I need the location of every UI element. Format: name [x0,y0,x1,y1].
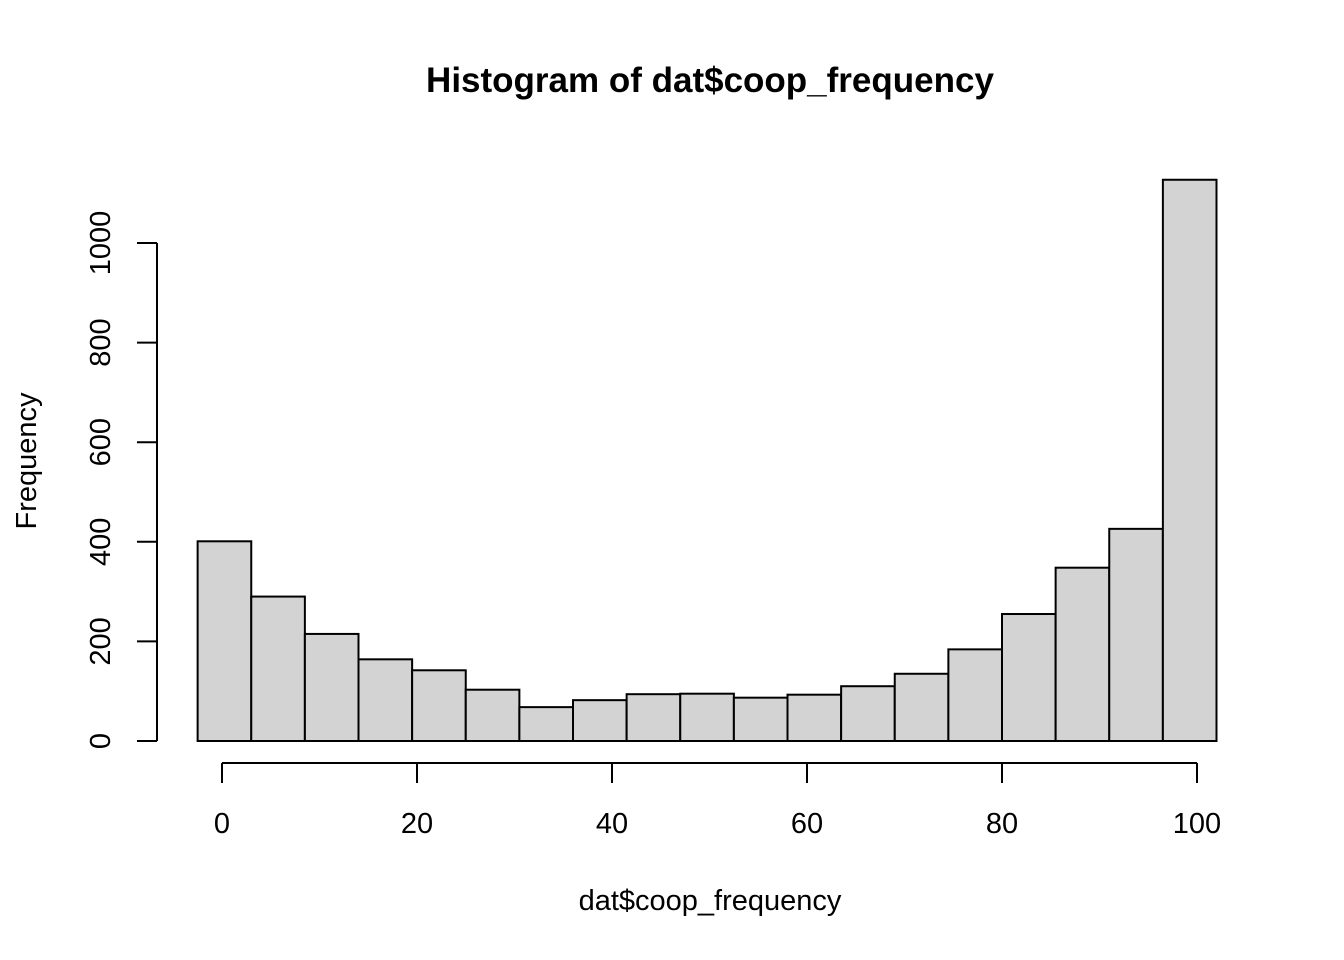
bars-group [196,178,1218,743]
x-tick-label-0: 0 [214,808,230,840]
y-tick-label-5: 1000 [85,211,117,276]
y-tick-label-1: 200 [85,617,117,665]
histogram-bar-18 [1161,178,1218,742]
histogram-bar-0 [196,540,253,742]
y-tick-label-4: 800 [85,318,117,366]
y-axis-label: Frequency [11,392,43,530]
y-tick-label-2: 400 [85,518,117,566]
y-tick-label-0: 0 [85,733,117,749]
histogram-bar-17 [1108,527,1164,742]
x-tick-label-3: 60 [791,808,823,840]
histogram-bar-4 [411,669,467,742]
histogram-bar-7 [572,699,628,742]
histogram-bar-3 [357,658,414,742]
chart-title: Histogram of dat$coop_frequency [426,61,994,100]
histogram-bar-16 [1054,566,1111,742]
x-axis: 0 20 40 60 80 100 [214,762,1221,840]
histogram-bar-5 [464,688,521,742]
histogram-bar-6 [518,706,574,742]
x-tick-label-5: 100 [1173,808,1221,840]
x-tick-label-1: 20 [401,808,433,840]
x-axis-label: dat$coop_frequency [579,885,842,917]
histogram-bar-11 [786,693,843,742]
histogram-bar-15 [1001,613,1057,743]
histogram-bar-12 [840,685,896,742]
histogram-bar-2 [303,632,360,742]
histogram-bar-1 [250,595,306,743]
histogram-bar-10 [732,696,789,743]
y-axis: 0 200 400 600 800 1000 [85,211,158,749]
histogram-bar-9 [679,692,735,743]
x-tick-label-4: 80 [986,808,1018,840]
histogram-bar-13 [893,672,950,743]
histogram-bar-8 [625,693,682,742]
x-tick-label-2: 40 [596,808,628,840]
y-tick-label-3: 600 [85,418,117,466]
histogram-bar-14 [947,648,1003,742]
